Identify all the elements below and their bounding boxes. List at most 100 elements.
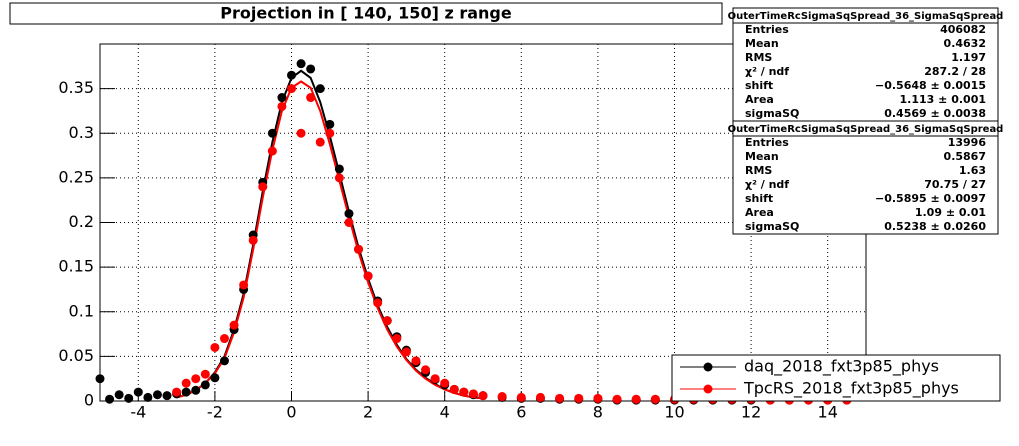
stats-label: Entries	[745, 23, 789, 36]
stats-header: OuterTimeRcSigmaSqSpread_36_SigmaSqSprea…	[728, 11, 1004, 22]
stats-label: Mean	[745, 37, 779, 50]
chart-title: Projection in [ 140, 150] z range	[220, 4, 512, 23]
data-point	[497, 392, 507, 402]
y-tick-label: 0.35	[58, 78, 94, 97]
data-point	[162, 391, 172, 401]
stats-box	[732, 120, 999, 235]
stats-label: Area	[745, 206, 774, 219]
data-point	[593, 393, 603, 403]
data-point	[535, 392, 545, 402]
data-point	[459, 387, 469, 397]
stats-value: 70.75 / 27	[924, 178, 986, 191]
data-point	[105, 394, 115, 404]
data-point	[143, 392, 153, 402]
stats-value: 0.5867	[944, 150, 986, 163]
stats-box	[732, 7, 999, 122]
x-tick-label: -2	[207, 403, 223, 422]
stats-value: 0.4569 ± 0.0038	[884, 107, 986, 120]
data-point	[650, 394, 660, 404]
stats-value: −0.5648 ± 0.0015	[875, 79, 986, 92]
y-tick-label: 0.25	[58, 167, 94, 186]
data-point	[210, 373, 220, 383]
data-point	[354, 244, 364, 254]
data-point	[631, 394, 641, 404]
stats-label: sigmaSQ	[745, 220, 799, 233]
data-point	[200, 369, 210, 379]
data-point	[229, 320, 239, 330]
stats-header: OuterTimeRcSigmaSqSpread_36_SigmaSqSprea…	[728, 124, 1004, 135]
data-point	[306, 93, 316, 103]
y-tick-label: 0.2	[69, 212, 94, 231]
y-tick-label: 0.3	[69, 123, 94, 142]
data-point	[411, 356, 421, 366]
data-point	[152, 390, 162, 400]
data-point	[133, 387, 143, 397]
stats-value: 1.113 ± 0.001	[900, 93, 986, 106]
data-point	[315, 84, 325, 94]
data-point	[296, 59, 306, 69]
data-point	[219, 356, 229, 366]
data-point	[114, 390, 124, 400]
data-point	[277, 93, 287, 103]
data-point	[267, 128, 277, 138]
data-point	[421, 365, 431, 375]
legend-marker	[703, 384, 713, 394]
legend-marker	[703, 362, 713, 372]
stats-label: χ² / ndf	[745, 65, 789, 78]
data-point	[344, 209, 354, 219]
data-point	[296, 128, 306, 138]
stats-value: 406082	[940, 23, 986, 36]
data-point	[478, 391, 488, 401]
x-tick-label: 12	[741, 403, 761, 422]
data-point	[248, 235, 258, 245]
stats-value: 1.63	[959, 164, 986, 177]
stats-label: shift	[745, 79, 773, 92]
stats-label: shift	[745, 192, 773, 205]
stats-value: 287.2 / 28	[924, 65, 986, 78]
data-point	[392, 334, 402, 344]
data-point	[267, 146, 277, 156]
data-point	[574, 393, 584, 403]
data-point	[363, 271, 373, 281]
data-point	[287, 70, 296, 80]
data-point	[172, 387, 182, 397]
stats-label: RMS	[745, 164, 772, 177]
data-point	[334, 164, 344, 174]
data-point	[210, 342, 220, 352]
stats-value: 13996	[948, 136, 987, 149]
data-point	[334, 173, 344, 183]
stats-value: 1.09 ± 0.01	[915, 206, 986, 219]
data-point	[516, 392, 526, 402]
data-point	[124, 393, 134, 403]
stats-label: Area	[745, 93, 774, 106]
y-tick-label: 0.05	[58, 346, 94, 365]
y-tick-label: 0.1	[69, 301, 94, 320]
data-point	[449, 384, 459, 394]
data-point	[468, 389, 478, 399]
data-point	[382, 316, 392, 326]
legend-label: TpcRS_2018_fxt3p85_phys	[743, 379, 959, 399]
stats-label: sigmaSQ	[745, 107, 799, 120]
data-point	[325, 119, 335, 129]
data-point	[191, 374, 201, 384]
stats-label: Entries	[745, 136, 789, 149]
data-point	[315, 137, 325, 147]
data-point	[306, 64, 316, 74]
x-tick-label: 14	[818, 403, 838, 422]
data-point	[325, 128, 335, 138]
x-tick-label: 2	[363, 403, 373, 422]
stats-label: Mean	[745, 150, 779, 163]
data-point	[95, 374, 105, 384]
stats-value: 0.5238 ± 0.0260	[884, 220, 986, 233]
data-point	[200, 380, 210, 390]
stats-value: −0.5895 ± 0.0097	[875, 192, 986, 205]
data-point	[181, 378, 191, 388]
x-tick-label: 10	[664, 403, 684, 422]
y-tick-label: 0	[84, 391, 94, 410]
data-point	[440, 378, 450, 388]
stats-label: χ² / ndf	[745, 178, 789, 191]
x-tick-label: 6	[516, 403, 526, 422]
stats-value: 0.4632	[944, 37, 986, 50]
data-point	[401, 347, 411, 357]
